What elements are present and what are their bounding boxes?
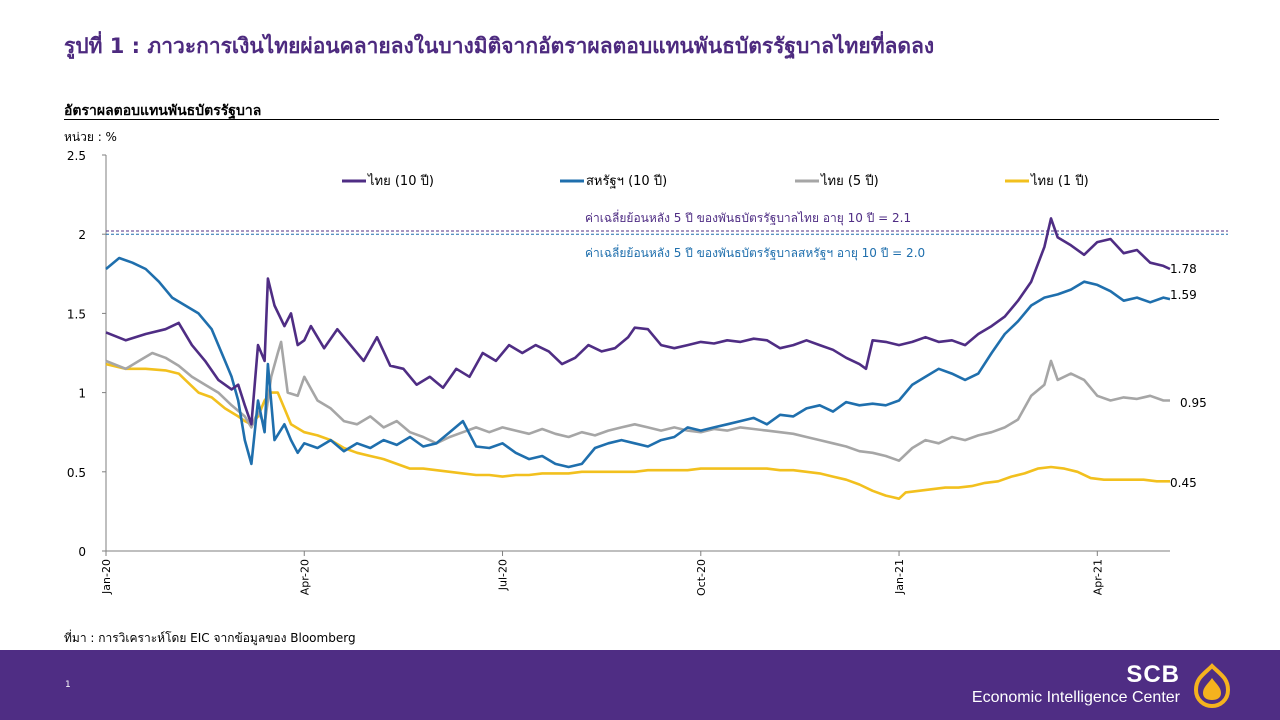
chart-axes: 0 0.5 1 1.5 2 2.5 Jan-20 Apr-20 Jul-20 Oct-20 Jan-… — [67, 149, 1170, 596]
x-tick-label: Apr-20 — [298, 559, 311, 595]
reference-label: ค่าเฉลี่ยย้อนหลัง 5 ปี ของพันธบัตรรัฐบาล… — [585, 209, 911, 226]
legend-label: สหรัฐฯ (10 ปี) — [586, 173, 667, 189]
scb-lotus-logo-icon — [1193, 663, 1231, 709]
page-number: 1 — [65, 680, 71, 690]
source-note: ที่มา : การวิเคราะห์โดย EIC จากข้อมูลของ… — [64, 631, 356, 645]
end-label-thai1: 0.45 — [1170, 476, 1197, 490]
brand-subtitle: Economic Intelligence Center — [971, 689, 1180, 706]
page-title: รูปที่ 1 : ภาวะการเงินไทยผ่อนคลายลงในบาง… — [64, 34, 935, 58]
reference-label: ค่าเฉลี่ยย้อนหลัง 5 ปี ของพันธบัตรรัฐบาล… — [585, 244, 925, 261]
reference-lines: ค่าเฉลี่ยย้อนหลัง 5 ปี ของพันธบัตรรัฐบาล… — [106, 209, 1228, 261]
end-labels: 1.78 1.59 0.95 0.45 — [1170, 262, 1207, 490]
x-tick-label: Jan-21 — [893, 559, 906, 595]
y-tick-label: 0.5 — [67, 466, 86, 480]
end-label-us10: 1.59 — [1170, 288, 1197, 302]
chart-legend: ไทย (10 ปี) สหรัฐฯ (10 ปี) ไทย (5 ปี) ไทย (… — [342, 173, 1089, 189]
y-tick-label: 2.5 — [67, 149, 86, 163]
x-tick-label: Jul-20 — [497, 559, 510, 591]
header-divider — [64, 119, 1219, 120]
series-line-thai10 — [105, 217, 1171, 426]
legend-label: ไทย (5 ปี) — [820, 173, 879, 189]
y-tick-label: 1 — [78, 387, 86, 401]
yield-line-chart: 0 0.5 1 1.5 2 2.5 Jan-20 Apr-20 Jul-20 Oct-20 Jan-… — [67, 149, 1228, 596]
legend-label: ไทย (1 ปี) — [1030, 173, 1089, 189]
series-lines — [105, 217, 1171, 500]
series-line-thai5 — [105, 340, 1170, 462]
x-tick-label: Apr-21 — [1091, 559, 1104, 595]
series-line-us10 — [105, 256, 1171, 469]
x-tick-label: Jan-20 — [100, 559, 113, 595]
y-tick-label: 0 — [78, 545, 86, 559]
x-tick-label: Oct-20 — [695, 559, 708, 596]
end-label-thai5: 0.95 — [1180, 396, 1207, 410]
brand-block: SCB Economic Intelligence Center — [972, 662, 1180, 708]
y-tick-label: 2 — [78, 228, 86, 242]
chart-subtitle: อัตราผลตอบแทนพันธบัตรรัฐบาล — [64, 103, 262, 119]
end-label-thai10: 1.78 — [1170, 262, 1197, 276]
y-tick-label: 1.5 — [67, 307, 86, 321]
legend-label: ไทย (10 ปี) — [367, 173, 434, 189]
unit-label: หน่วย : % — [64, 130, 117, 144]
brand-name: SCB — [1126, 661, 1180, 688]
footer-bar: 1 SCB Economic Intelligence Center — [0, 650, 1280, 720]
